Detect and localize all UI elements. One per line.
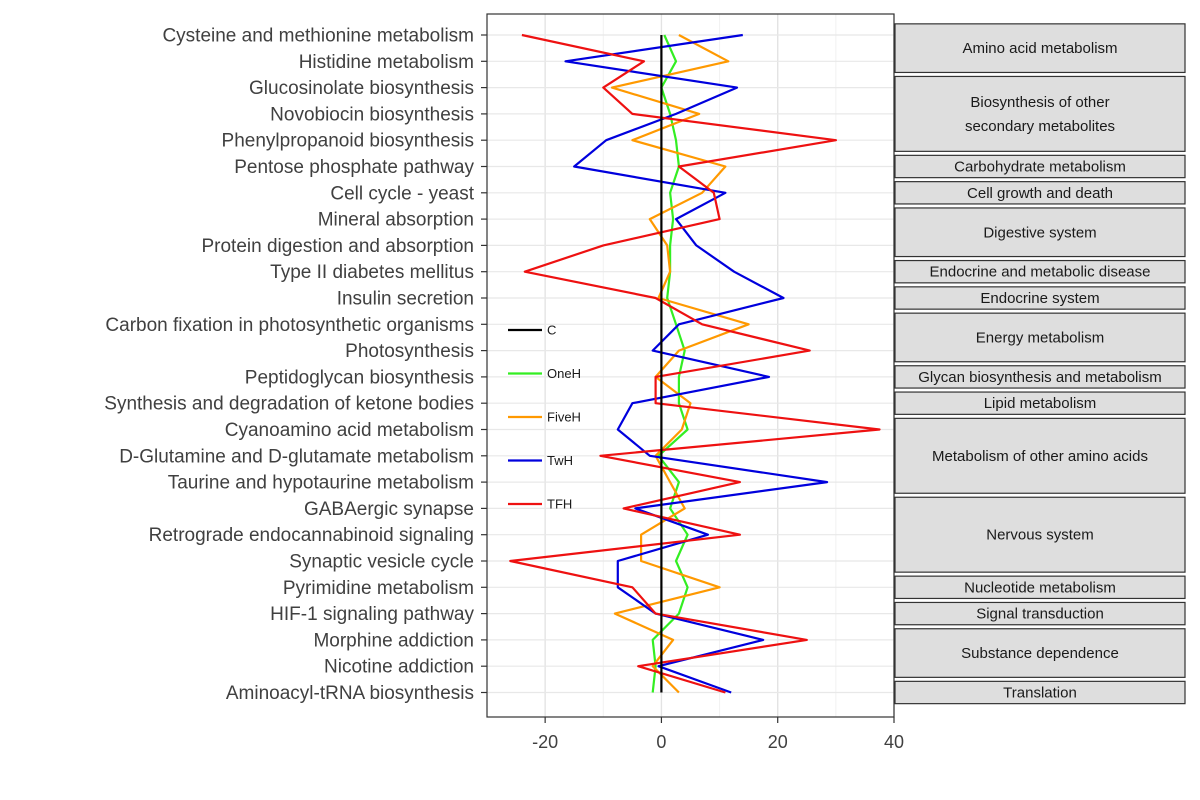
pathway-label: Cell cycle - yeast [330, 183, 474, 204]
pathway-label: D-Glutamine and D-glutamate metabolism [119, 446, 474, 467]
strip-box [894, 154, 1186, 179]
legend-label: TwH [547, 453, 573, 468]
pathway-label: Type II diabetes mellitus [270, 262, 474, 283]
series-line-tfh [509, 33, 881, 694]
category-strips: Amino acid metabolism Biosynthesis of oth… [894, 23, 1186, 705]
pathway-label: Protein digestion and absorption [201, 236, 474, 257]
strip-box [894, 365, 1186, 389]
strip-box [894, 417, 1186, 494]
pathway-label: Nicotine addiction [324, 657, 474, 678]
pathway-label: Peptidoglycan biosynthesis [245, 367, 474, 388]
pathway-label: Pyrimidine metabolism [283, 578, 474, 599]
strip-label: Energy metabolism [976, 329, 1104, 346]
pathway-label: Retrograde endocannabinoid signaling [149, 525, 474, 546]
pathway-label: Synthesis and degradation of ketone bodi… [104, 394, 474, 415]
pathway-label: Cysteine and methionine metabolism [162, 26, 474, 47]
plot-panel [487, 14, 894, 717]
strip-label: Metabolism of other amino acids [932, 448, 1148, 465]
strip-label: Endocrine and metabolic disease [930, 264, 1151, 281]
strip-box [894, 312, 1186, 363]
pathway-label: Insulin secretion [337, 289, 474, 310]
series-line-twh [564, 33, 829, 694]
pathway-label: Photosynthesis [345, 341, 474, 362]
pathway-label: Taurine and hypotaurine metabolism [168, 473, 474, 494]
strip-box [894, 628, 1186, 678]
x-tick-label: 0 [656, 732, 666, 752]
strip-box [894, 23, 1186, 74]
strip-label: Nucleotide metabolism [964, 579, 1116, 596]
strip-box [894, 496, 1186, 573]
x-tick-label: 40 [884, 732, 904, 752]
plot-border [486, 13, 895, 718]
legend-label: OneH [547, 366, 581, 381]
strip-label: Translation [1003, 685, 1077, 702]
legend-label: C [547, 323, 556, 338]
x-tick-label: -20 [532, 732, 558, 752]
strip-label: Lipid metabolism [984, 395, 1097, 412]
pathway-label: GABAergic synapse [304, 499, 474, 520]
strip-label: Digestive system [983, 224, 1096, 241]
strip-label: Biosynthesis of other [970, 94, 1109, 111]
pathway-label: Histidine metabolism [299, 52, 474, 73]
strip-label: Nervous system [986, 527, 1094, 544]
x-tick-label: 20 [768, 732, 788, 752]
legend-label: FiveH [547, 410, 581, 425]
strip-label: Signal transduction [976, 606, 1104, 623]
strip-box [894, 286, 1186, 310]
strip-box [894, 181, 1186, 205]
strip-label: Glycan biosynthesis and metabolism [918, 369, 1161, 386]
strip-box [894, 575, 1186, 600]
pathway-label: Pentose phosphate pathway [234, 157, 474, 178]
series-lines [509, 33, 881, 694]
pathway-label: Aminoacyl-tRNA biosynthesis [226, 683, 474, 704]
strip-label: Substance dependence [961, 645, 1119, 662]
x-axis-ticks: -20 0 20 40 [532, 717, 904, 752]
pathway-label: Synaptic vesicle cycle [289, 552, 474, 573]
strip-box [894, 601, 1186, 626]
legend-label: TFH [547, 497, 572, 512]
strip-label: Amino acid metabolism [962, 40, 1117, 57]
pathway-labels: Cysteine and methionine metabolism Histid… [104, 26, 487, 704]
pathway-label: Carbon fixation in photosynthetic organi… [105, 315, 474, 336]
strip-box [894, 259, 1186, 284]
series-line-fiveh [610, 34, 750, 694]
pathway-label: Cyanoamino acid metabolism [225, 420, 474, 441]
strip-box [894, 207, 1186, 258]
strip-label: Carbohydrate metabolism [954, 159, 1126, 176]
strip-label: secondary metabolites [965, 118, 1115, 135]
pathway-label: HIF-1 signaling pathway [270, 604, 474, 625]
pathway-label: Morphine addiction [313, 630, 474, 651]
legend: C OneH FiveH TwH TFH [508, 323, 581, 512]
pathway-label: Phenylpropanoid biosynthesis [222, 131, 474, 152]
pathway-label: Mineral absorption [318, 210, 474, 231]
strip-box [894, 75, 1186, 152]
strip-box [894, 391, 1186, 415]
strip-label: Cell growth and death [967, 185, 1113, 202]
series-line-oneh [651, 34, 689, 693]
strip-label: Endocrine system [980, 290, 1099, 307]
pathway-label: Glucosinolate biosynthesis [249, 78, 474, 99]
pathway-label: Novobiocin biosynthesis [270, 104, 474, 125]
strip-box [894, 680, 1186, 705]
